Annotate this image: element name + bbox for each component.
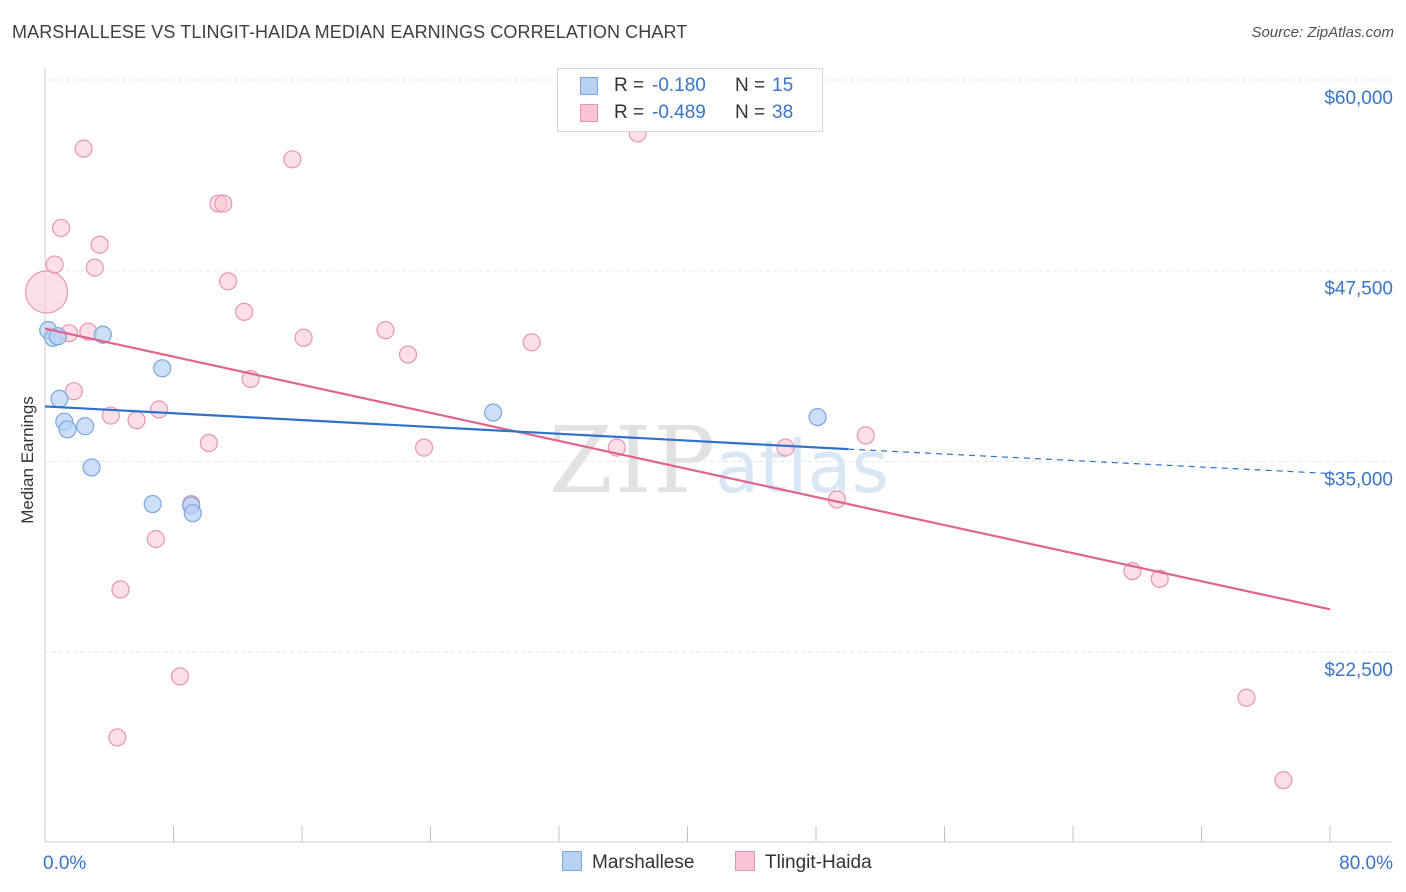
- n-label: N =: [735, 102, 766, 123]
- n-value: 15: [772, 75, 794, 96]
- tlingit-haida-point: [85, 258, 104, 277]
- r-label: R =: [614, 75, 645, 96]
- tlingit-haida-point: [1237, 688, 1256, 707]
- tlingit-haida-point: [1274, 771, 1293, 790]
- x-tick-labels: 0.0% 80.0%: [43, 853, 1393, 874]
- tlingit-haida-swatch: [580, 104, 598, 122]
- tlingit-haida-point: [74, 139, 93, 158]
- r-value: -0.180: [652, 75, 706, 96]
- tlingit-haida-swatch: [735, 851, 755, 871]
- tlingit-haida-point: [101, 406, 120, 425]
- marshallese-point: [183, 504, 202, 523]
- x-tick-label: 80.0%: [1339, 853, 1393, 874]
- tlingit-haida-point: [127, 411, 146, 430]
- tlingit-haida-point: [522, 333, 541, 352]
- marshallese-trend-extension: [848, 448, 1331, 475]
- tlingit-haida-point: [776, 438, 795, 457]
- x-tick-label: 0.0%: [43, 853, 86, 874]
- marshallese-point: [50, 389, 69, 408]
- tlingit-haida-point: [235, 302, 254, 321]
- r-label: R =: [614, 102, 645, 123]
- tlingit-haida-point: [170, 667, 190, 686]
- y-tick-label: $60,000: [1324, 88, 1393, 109]
- tlingit-haida-point: [376, 321, 395, 340]
- tlingit-haida-point: [108, 728, 127, 747]
- bottom-legend-tlingit-haida[interactable]: Tlingit-Haida: [735, 851, 872, 874]
- tlingit-haida-point: [214, 194, 233, 213]
- bottom-legend-marshallese[interactable]: Marshallese: [562, 851, 694, 874]
- marshallese-label: Marshallese: [592, 852, 695, 873]
- marshallese-swatch: [562, 851, 582, 871]
- source-note[interactable]: Source: ZipAtlas.com: [1251, 24, 1394, 41]
- tlingit-haida-point: [51, 218, 71, 238]
- tlingit-haida-point: [294, 328, 313, 347]
- tlingit-haida-point: [1150, 569, 1169, 588]
- tlingit-haida-point: [149, 400, 169, 419]
- n-value: 38: [772, 102, 794, 123]
- marshallese-point: [153, 359, 172, 378]
- watermark-zip: ZIP: [549, 407, 717, 514]
- marshallese-point: [143, 494, 162, 514]
- tlingit-haida-point: [856, 426, 875, 445]
- marshallese-point: [93, 325, 112, 344]
- tlingit-haida-point: [414, 438, 434, 457]
- chart-title: MARSHALLESE VS TLINGIT-HAIDA MEDIAN EARN…: [12, 22, 688, 42]
- tlingit-haida-point: [199, 433, 218, 453]
- r-value: -0.489: [652, 102, 706, 123]
- marshallese-trend-line: [44, 405, 849, 451]
- tlingit-haida-point: [45, 255, 64, 274]
- marshallese-point: [58, 420, 77, 439]
- y-tick-label: $35,000: [1324, 469, 1393, 490]
- tlingit-haida-point: [398, 345, 418, 364]
- tlingit-haida-trend-line: [44, 327, 1331, 611]
- y-tick-labels: $60,000 $47,500 $35,000 $22,500: [1324, 88, 1393, 681]
- correlation-legend: R = -0.180 N = 15 R = -0.489 N = 38: [557, 68, 823, 132]
- marshallese-point: [76, 417, 95, 436]
- tlingit-haida-point: [90, 235, 109, 254]
- tlingit-haida-point: [64, 382, 84, 401]
- marshallese-swatch: [580, 77, 598, 95]
- trend-lines: [44, 327, 1331, 611]
- n-label: N =: [735, 75, 766, 96]
- gridlines: [45, 79, 1392, 653]
- tlingit-haida-point: [111, 580, 130, 599]
- tlingit-haida-label: Tlingit-Haida: [765, 852, 872, 873]
- tlingit-haida-point: [25, 270, 69, 314]
- tlingit-haida-point: [219, 272, 238, 291]
- tlingit-haida-point: [283, 150, 302, 169]
- marshallese-point: [82, 458, 101, 477]
- marshallese-point: [808, 407, 827, 427]
- marshallese-point: [484, 403, 503, 422]
- axes: [44, 68, 1392, 843]
- y-tick-label: $47,500: [1324, 279, 1393, 300]
- tlingit-haida-point: [146, 530, 165, 549]
- y-tick-label: $22,500: [1324, 660, 1393, 681]
